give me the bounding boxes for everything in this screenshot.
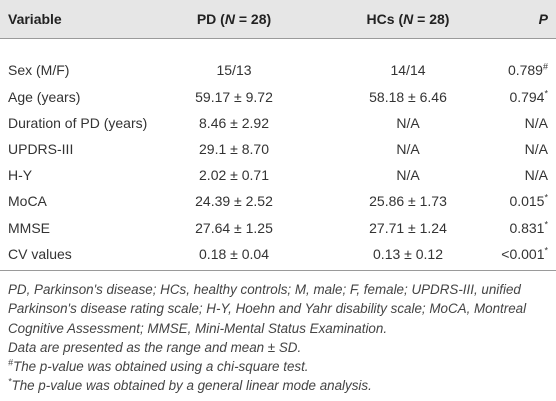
header-text: HCs (	[366, 11, 404, 27]
footnote-marker: *	[8, 377, 12, 388]
header-rule	[0, 38, 556, 39]
header-cell: PD (N = 28)	[197, 10, 271, 28]
table-cell: 58.18 ± 6.46	[369, 89, 447, 105]
header-text: P	[538, 11, 548, 27]
header-text: N	[403, 11, 414, 27]
header-text: PD (	[196, 11, 225, 27]
table-cell: N/A	[524, 167, 548, 183]
table-cell: 27.71 ± 1.24	[369, 220, 447, 236]
table-cell: 0.831*	[509, 219, 548, 237]
header-cell: HCs (N = 28)	[367, 10, 450, 28]
footnote: #The p-value was obtained using a chi-sq…	[8, 357, 548, 376]
table-cell: Sex (M/F)	[8, 62, 70, 78]
cell-text: 0.015	[509, 193, 545, 209]
table-cell: N/A	[396, 141, 420, 157]
table-cell: N/A	[396, 167, 420, 183]
table-cell: 0.015*	[509, 192, 548, 210]
footnote-marker: #	[8, 357, 14, 368]
table-cell: 59.17 ± 9.72	[195, 89, 273, 105]
table-cell: N/A	[524, 115, 548, 131]
header-background	[0, 0, 556, 38]
table-cell: N/A	[524, 141, 548, 157]
cell-text: 0.794	[509, 89, 545, 105]
superscript: *	[544, 219, 548, 230]
table-cell: 27.64 ± 1.25	[195, 220, 273, 236]
header-text: Variable	[8, 11, 62, 27]
table-cell: 2.02 ± 0.71	[199, 167, 269, 183]
cell-text: 0.789	[507, 62, 543, 78]
cell-text: <0.001	[501, 246, 545, 262]
cell-text: 0.831	[509, 220, 545, 236]
table-cell: 15/13	[216, 62, 252, 78]
footnotes: PD, Parkinson's disease; HCs, healthy co…	[8, 280, 548, 396]
table-cell: Age (years)	[8, 89, 81, 105]
table-cell: 0.794*	[509, 88, 548, 106]
footnote-text: The p-value was obtained by a general li…	[11, 378, 372, 394]
table-cell: MMSE	[8, 220, 50, 236]
header-cell: Variable	[8, 10, 62, 28]
superscript: *	[544, 88, 548, 99]
header-text: = 28)	[413, 11, 450, 27]
footnote-text: PD, Parkinson's disease; HCs, healthy co…	[8, 282, 527, 336]
table-cell: CV values	[8, 246, 72, 262]
footnote: *The p-value was obtained by a general l…	[8, 376, 548, 395]
header-text: N	[224, 11, 235, 27]
table-cell: MoCA	[8, 193, 47, 209]
footnote-text: The p-value was obtained using a chi-squ…	[13, 359, 309, 375]
table-cell: Duration of PD (years)	[8, 115, 148, 131]
table-cell: 29.1 ± 8.70	[199, 141, 269, 157]
table-cell: 24.39 ± 2.52	[195, 193, 273, 209]
superscript: #	[542, 61, 548, 72]
header-text: = 28)	[234, 11, 272, 27]
table-cell: 25.86 ± 1.73	[369, 193, 447, 209]
table-cell: 0.13 ± 0.12	[373, 246, 443, 262]
superscript: *	[544, 245, 548, 256]
table-cell: 0.18 ± 0.04	[199, 246, 269, 262]
table-cell: N/A	[396, 115, 420, 131]
footnote: PD, Parkinson's disease; HCs, healthy co…	[8, 280, 548, 338]
table-cell: 0.789#	[508, 61, 548, 79]
table-cell: UPDRS-III	[8, 141, 74, 157]
header-cell: P	[539, 10, 548, 28]
table-cell: <0.001*	[501, 245, 548, 263]
table-cell: H-Y	[8, 167, 33, 183]
footnote: Data are presented as the range and mean…	[8, 338, 548, 357]
table-cell: 14/14	[390, 62, 426, 78]
superscript: *	[544, 192, 548, 203]
footnote-text: Data are presented as the range and mean…	[8, 339, 302, 355]
bottom-rule	[0, 270, 556, 271]
table-cell: 8.46 ± 2.92	[199, 115, 269, 131]
